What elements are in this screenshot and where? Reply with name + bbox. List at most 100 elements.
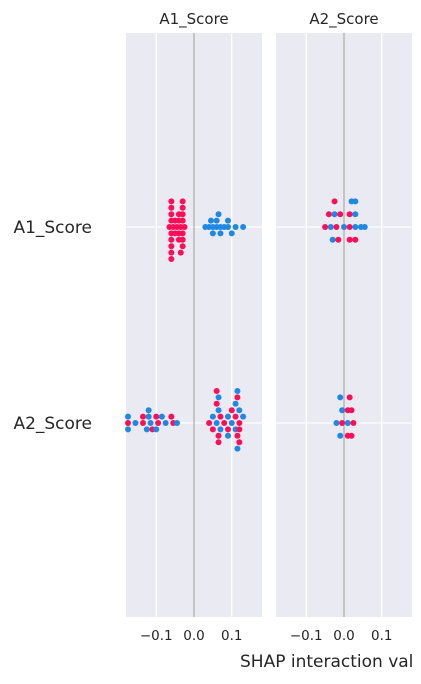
data-point [325,211,332,218]
data-point [234,394,241,401]
data-point [234,432,241,439]
data-point [215,439,222,446]
x-tick-label: 0.1 [221,628,242,644]
data-point [232,413,239,420]
data-point [140,413,146,420]
data-point [234,388,241,394]
data-point [329,236,336,243]
data-point [346,211,353,218]
data-point [213,388,220,394]
data-point [213,400,220,407]
data-point [228,407,235,414]
data-point [140,420,146,426]
data-point [346,224,353,230]
data-point [168,243,175,250]
data-point [240,413,247,420]
data-point [158,413,165,420]
data-point [215,211,222,218]
data-point [179,236,186,243]
data-point [153,426,160,433]
x-tick-label: −0.1 [140,628,173,644]
data-point [179,243,186,250]
data-point [168,413,175,420]
data-point [145,413,152,420]
data-point [352,236,359,243]
data-point [215,394,222,401]
data-point [236,407,243,414]
data-point [181,224,188,230]
data-point [168,249,175,256]
data-point [208,217,214,224]
panel-title: A2_Score [309,10,378,29]
data-point [352,198,359,205]
data-point [215,432,222,439]
data-point [240,224,247,230]
data-point [215,407,222,414]
data-point [179,198,186,205]
data-point [177,249,184,256]
data-point [209,230,216,237]
data-point [168,211,175,218]
data-point [225,426,231,433]
x-tick-label: −0.1 [290,628,323,644]
data-point [225,217,231,224]
x-tick-label: 0.0 [183,628,204,644]
data-point [236,426,243,433]
data-point [348,432,355,439]
row-label: A1_Score [13,218,92,238]
data-point [331,198,338,205]
data-point [225,413,231,420]
data-point [348,407,355,414]
data-point [337,394,344,401]
data-point [145,407,152,414]
data-point [168,198,175,205]
data-point [352,211,359,218]
data-point [125,426,131,433]
data-point [209,426,216,433]
data-point [228,420,235,426]
data-point [232,400,239,407]
data-point [213,420,220,426]
data-point [337,211,344,218]
data-point [174,420,180,426]
data-point [217,413,224,420]
data-point [333,224,340,230]
data-point [232,224,239,230]
data-point [341,224,347,230]
data-point [168,204,175,211]
x-tick-label: 0.1 [371,628,392,644]
data-point [335,236,342,243]
data-point [339,420,346,426]
data-point [179,230,186,237]
data-point [234,445,241,452]
data-point [225,432,231,439]
data-point [236,439,243,446]
data-point [209,413,216,420]
panel-title: A1_Score [159,10,228,29]
data-point [179,204,186,211]
data-point [221,420,228,426]
data-point [350,420,357,426]
data-point [147,420,154,426]
data-point [331,211,338,218]
row-label: A2_Score [13,414,92,434]
data-point [125,413,131,420]
data-point [322,224,329,230]
data-point [346,394,353,401]
data-point [143,426,150,433]
data-point [228,230,235,237]
data-point [333,420,340,426]
data-point [339,407,346,414]
data-point [179,211,186,218]
data-point [206,420,213,426]
data-point [346,236,353,243]
data-point [132,420,139,426]
data-point [155,420,162,426]
data-point [344,420,351,426]
data-point [225,224,231,230]
data-point [361,224,368,230]
data-point [168,236,175,243]
data-point [168,256,175,262]
